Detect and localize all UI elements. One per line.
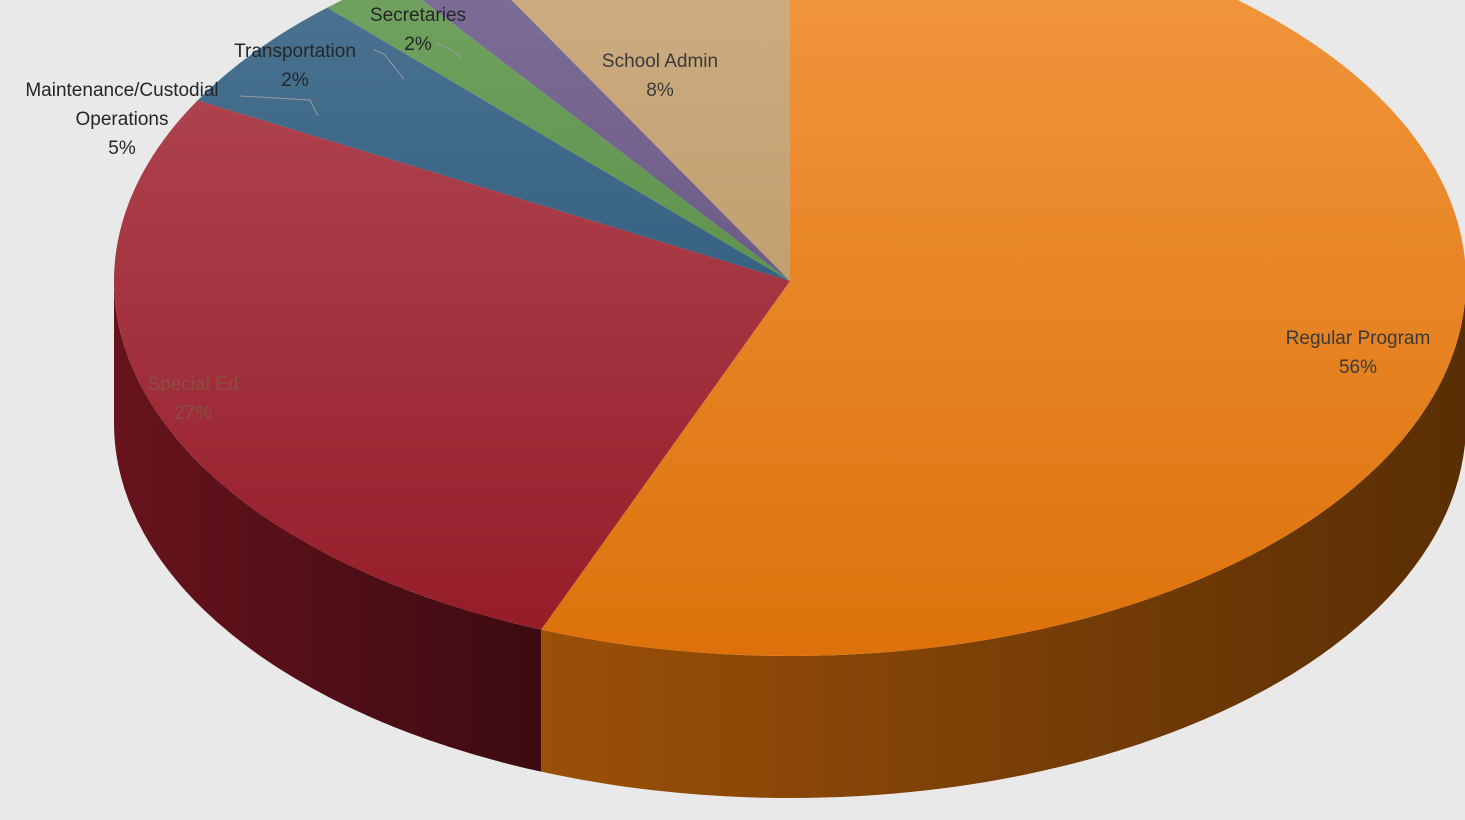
data-label-percent: 56% xyxy=(1339,357,1377,378)
pie-tops xyxy=(113,0,1465,656)
pie-slice-special-ed xyxy=(113,100,790,630)
callout-leaders xyxy=(239,43,463,117)
data-label-school-admin: School Admin 8% xyxy=(602,51,718,101)
data-label-percent: 8% xyxy=(646,80,674,101)
pie-side-shade-special-ed xyxy=(114,281,542,772)
pie-side-shade-regular-program xyxy=(541,300,1465,798)
pie-sides xyxy=(114,281,1465,798)
data-label-name: Transportation xyxy=(234,41,356,62)
data-label-regular-program: Regular Program 56% xyxy=(1286,328,1431,378)
data-label-name: Maintenance/Custodial xyxy=(25,80,218,101)
data-label-percent: 5% xyxy=(108,138,136,159)
data-label-name: Secretaries xyxy=(370,5,466,26)
data-label-name: Regular Program xyxy=(1286,328,1431,349)
data-label-percent: 2% xyxy=(281,70,309,91)
data-label-special-ed: Special Ed 27% xyxy=(148,374,239,424)
leader-line-maintenance-custodial-operations xyxy=(239,95,319,117)
pie-slice-maintenance-custodial-operations xyxy=(197,7,790,281)
leader-line-secretaries xyxy=(435,43,463,59)
data-label-secretaries: Secretaries 2% xyxy=(370,5,466,55)
pie-slice-regular-program xyxy=(541,0,1465,656)
data-label-maintenance-custodial-operations: Maintenance/Custodial Operations 5% xyxy=(25,80,218,159)
pie-slice-school-admin xyxy=(511,0,790,281)
data-label-name: Special Ed xyxy=(148,374,239,395)
data-labels: Regular Program 56% Special Ed 27% Maintenan… xyxy=(25,5,1430,424)
data-label-name: School Admin xyxy=(602,51,718,72)
data-label-percent: 27% xyxy=(174,403,212,424)
leader-line-transportation xyxy=(373,49,405,80)
data-label-name: Operations xyxy=(76,109,169,130)
data-label-transportation: Transportation 2% xyxy=(234,41,356,91)
data-label-percent: 2% xyxy=(404,34,432,55)
pie-slice-transportation xyxy=(327,0,790,281)
